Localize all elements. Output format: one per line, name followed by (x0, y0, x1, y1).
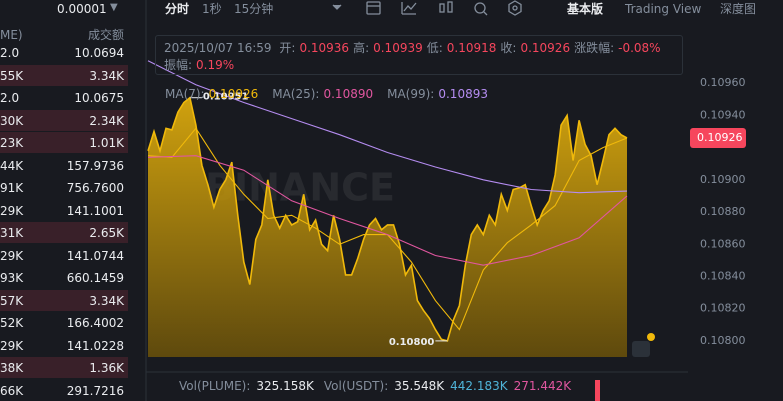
info-value: 0.10936 (299, 41, 350, 55)
volume-label: Vol(PLUME): (179, 379, 251, 393)
row-turnover: 141.0744 (66, 248, 124, 263)
info-label: 开: (279, 41, 296, 55)
volume-value: 271.442K (513, 379, 572, 393)
info-value: 0.10939 (373, 41, 423, 55)
row-amount: 38K (0, 361, 24, 375)
row-turnover: 2.65K (89, 226, 124, 240)
volume-value: 325.158K (256, 379, 314, 393)
row-turnover: 157.9736 (66, 158, 124, 173)
info-value: 0.19% (196, 58, 235, 72)
info-value: 0.10926 (520, 41, 571, 55)
volume-value: 35.548K (394, 379, 445, 393)
y-tick-label: 0.10960 (700, 76, 746, 89)
depth-bar (0, 109, 128, 131)
row-turnover: 1.01K (89, 136, 124, 150)
row-amount: 93K (0, 271, 24, 285)
y-tick-label: 0.10900 (700, 173, 746, 186)
row-amount: 30K (0, 113, 24, 128)
last-price-tag (690, 127, 746, 148)
view-tab[interactable]: 基本版 (567, 2, 604, 16)
column-header: ME) (0, 28, 23, 42)
column-header: 成交额 (87, 28, 124, 42)
ma-legend-label: MA(7): (165, 87, 205, 101)
ohlc-info: 2025/10/07 16:59 开: 0.10936 高: 0.10939 低: 0.1… (155, 35, 683, 75)
y-tick-label: 0.10880 (700, 205, 746, 218)
row-turnover: 141.1001 (66, 203, 124, 218)
datetime: 2025/10/07 16:59 (164, 41, 272, 55)
view-tab[interactable]: Trading View (625, 2, 702, 16)
row-amount: 23K (0, 136, 24, 150)
depth-bar (0, 64, 128, 86)
row-amount: 52K (0, 316, 24, 330)
ma-legend-value: 0.10926 (208, 87, 259, 101)
y-tick-label: 0.10860 (700, 237, 746, 250)
row-turnover: 1.36K (89, 361, 124, 375)
y-tick-label: 0.10820 (700, 302, 746, 315)
dropdown-caret[interactable]: ▼ (110, 2, 118, 13)
live-dot (647, 333, 655, 341)
info-label: 高: (353, 41, 370, 55)
price-area (148, 97, 627, 357)
row-turnover: 291.7216 (66, 383, 124, 398)
row-turnover: 3.34K (89, 293, 124, 308)
y-tick-label: 0.10840 (700, 269, 746, 282)
depth-bar (0, 289, 128, 311)
toolbar-icons (332, 0, 522, 16)
row-amount: 29K (0, 203, 24, 218)
chart-logo-button[interactable] (632, 341, 650, 357)
interval-tab[interactable]: 分时 (165, 2, 190, 16)
row-amount: 29K (0, 248, 24, 263)
row-amount: 55K (0, 68, 24, 83)
volume-value: 442.183K (450, 379, 508, 393)
ma-legend-value: 0.10893 (438, 87, 488, 101)
row-turnover: 166.4002 (66, 316, 124, 330)
tick-size[interactable]: 0.00001 (57, 2, 107, 16)
row-amount: 29K (0, 338, 24, 353)
row-amount: 66K (0, 383, 24, 398)
row-amount: 2.0 (0, 91, 20, 105)
row-amount: 2.0 (0, 46, 20, 60)
row-amount: 44K (0, 158, 24, 173)
row-turnover: 10.0694 (74, 46, 124, 60)
depth-bar (0, 222, 128, 243)
row-turnover: 660.1459 (66, 271, 124, 285)
interval-tab[interactable]: 1秒 (202, 2, 222, 16)
depth-bar (0, 132, 128, 153)
volume-bar (595, 380, 600, 401)
row-amount: 91K (0, 181, 24, 195)
info-value: -0.08% (618, 41, 661, 55)
info-label: 振幅: (164, 58, 193, 72)
info-label: 低: (426, 41, 443, 55)
price-line (147, 96, 628, 342)
low-label: 0.10800 (389, 337, 435, 348)
y-tick-label: 0.10800 (700, 334, 746, 347)
info-label: 涨跌幅: (574, 41, 615, 55)
view-tab[interactable]: 深度图 (720, 2, 757, 16)
info-label: 收: (500, 41, 517, 55)
ma-line (147, 155, 628, 266)
ma-legend-label: MA(99): (387, 87, 435, 101)
ma-legend-label: MA(25): (272, 87, 320, 101)
depth-bar (0, 357, 128, 378)
row-turnover: 3.34K (89, 68, 124, 83)
volume-legend: Vol(PLUME): 325.158K Vol(USDT): 35.548K 442.… (165, 379, 571, 393)
row-turnover: 2.34K (89, 113, 124, 128)
ma-line (147, 60, 628, 194)
volume-label: Vol(USDT): (323, 379, 389, 393)
row-amount: 31K (0, 226, 24, 240)
row-turnover: 141.0228 (66, 338, 124, 353)
row-turnover: 756.7600 (66, 181, 124, 195)
interval-tab[interactable]: 15分钟 (234, 2, 274, 16)
y-tick-label: 0.10940 (700, 108, 746, 121)
high-label: 0.10951 (203, 92, 249, 103)
info-value: 0.10918 (446, 41, 497, 55)
row-amount: 57K (0, 293, 24, 308)
ma-legend-value: 0.10890 (323, 87, 374, 101)
last-price-label: 0.10926 (697, 131, 743, 144)
row-turnover: 10.0675 (74, 91, 124, 105)
ma-legend: MA(7): 0.10926 MA(25): 0.10890 MA(99): 0.1089… (165, 87, 488, 101)
